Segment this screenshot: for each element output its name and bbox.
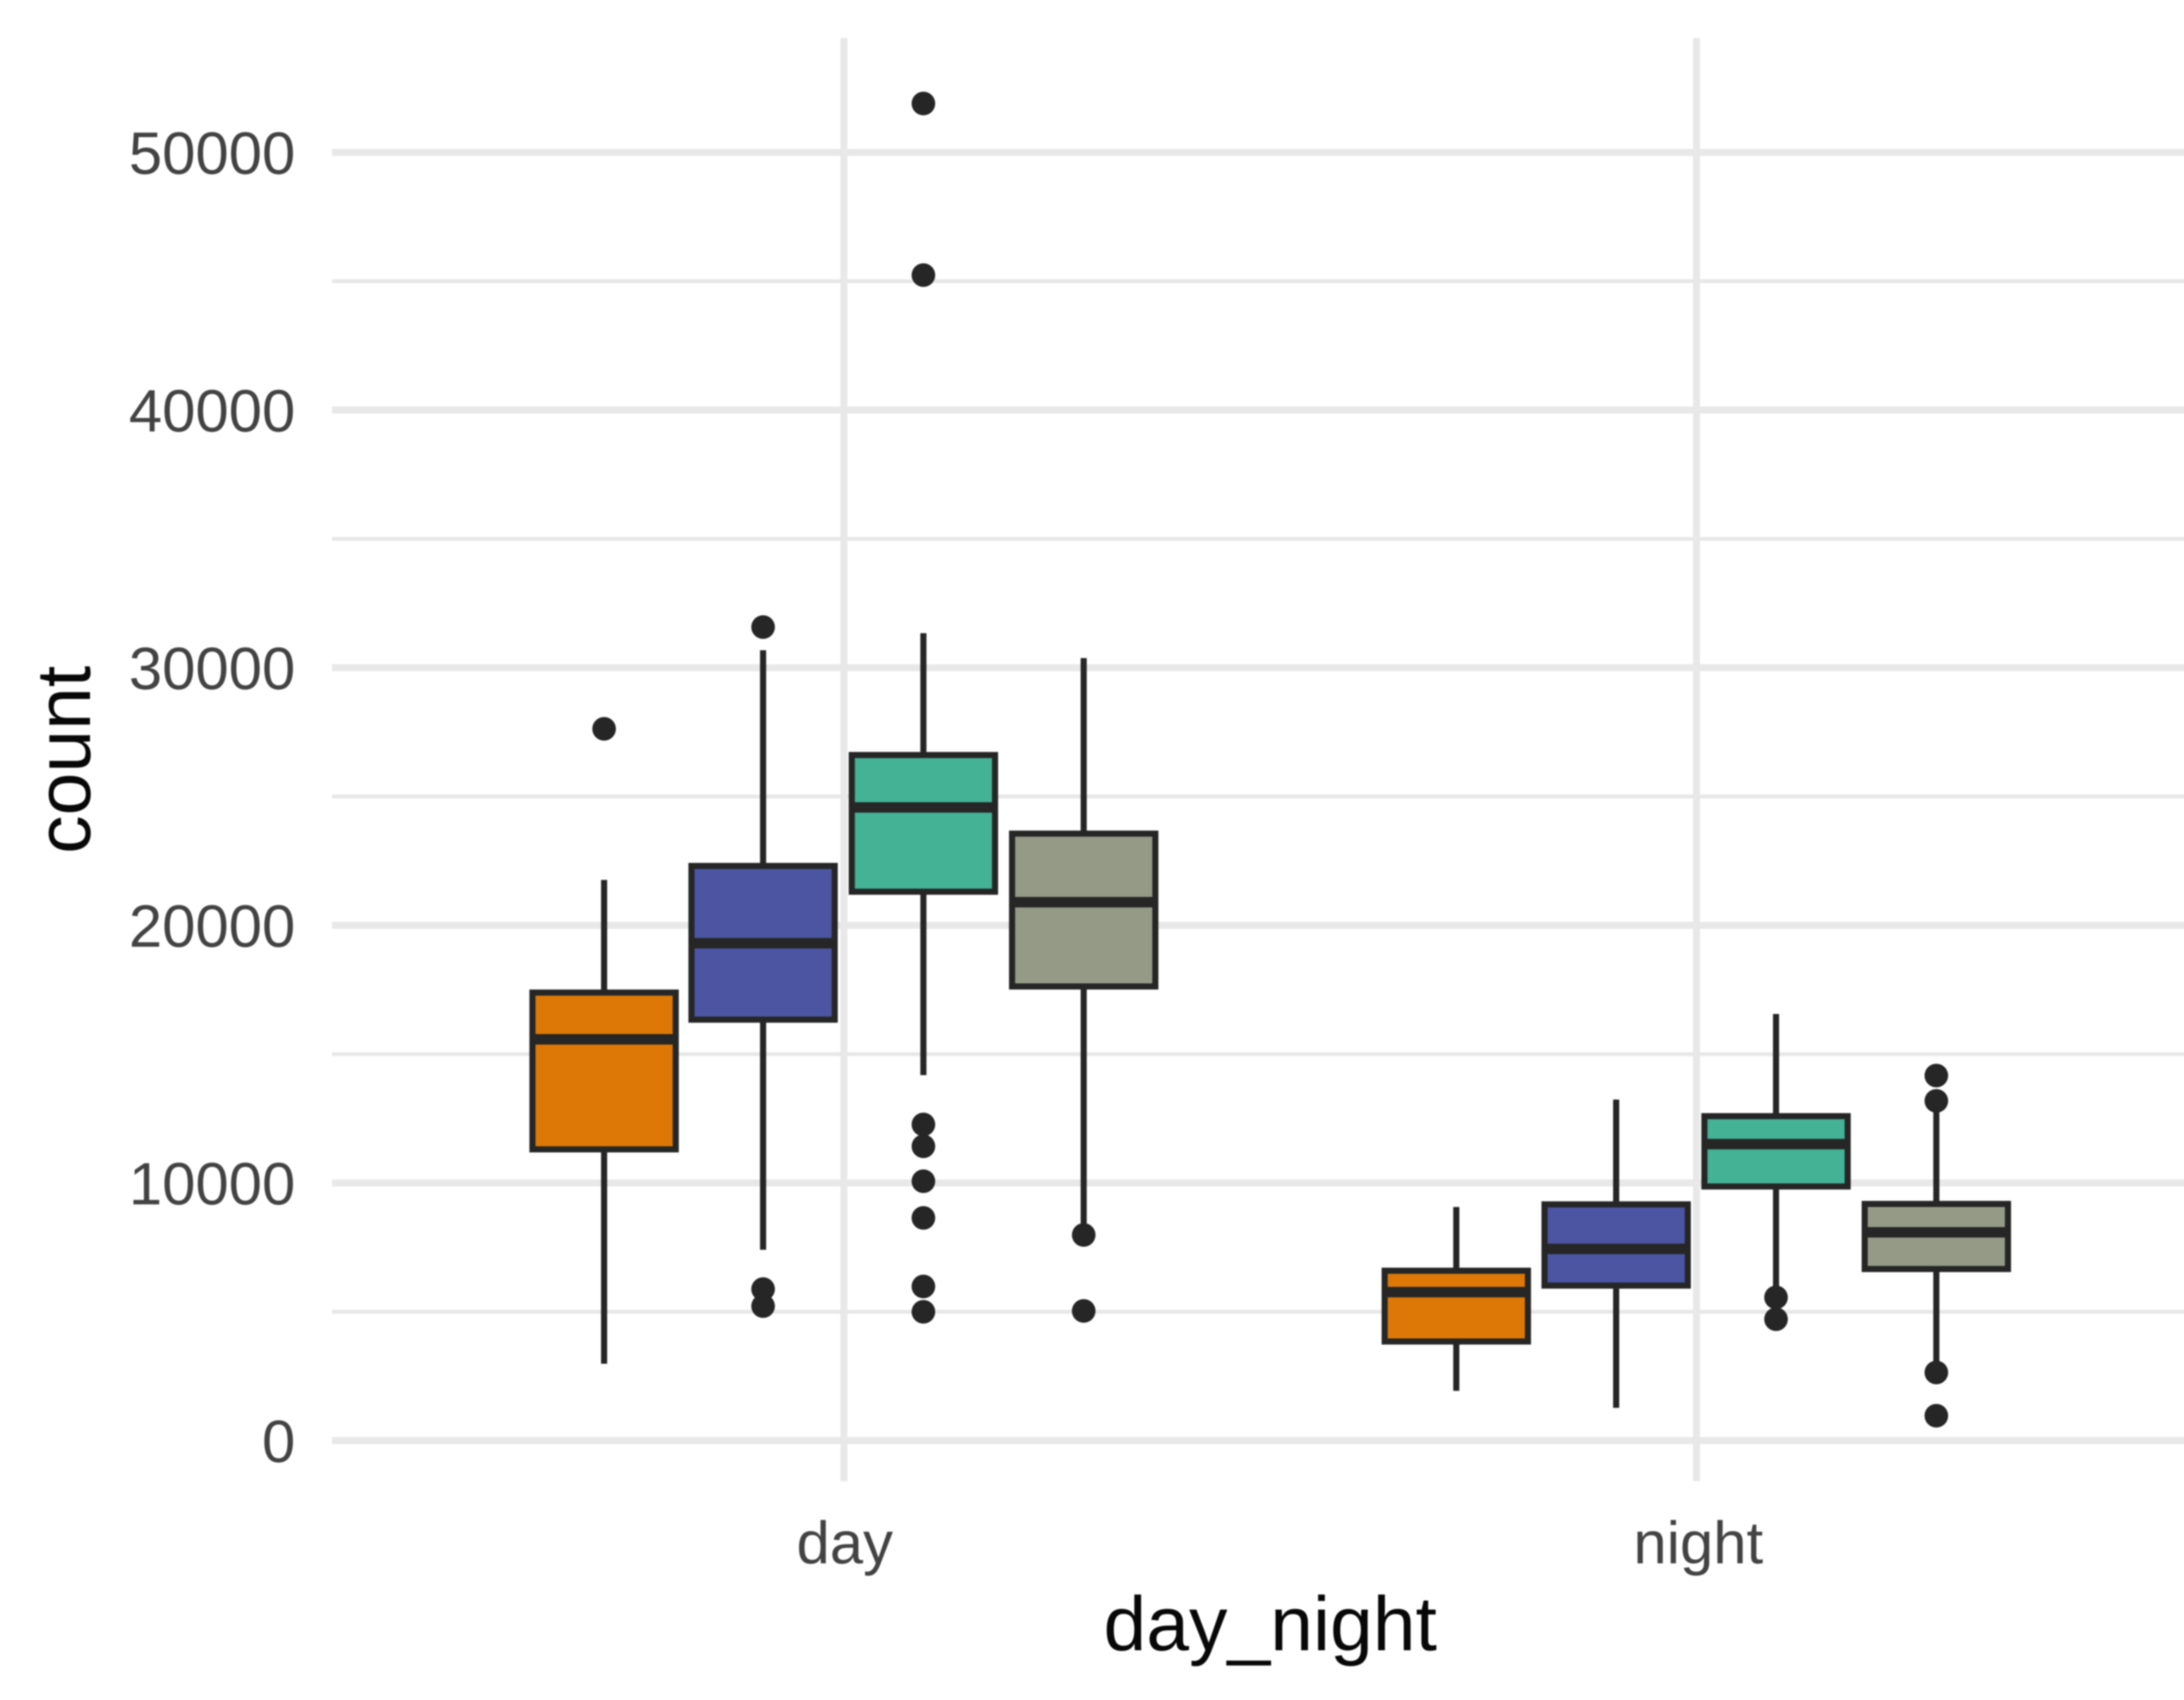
svg-text:0: 0 <box>262 1408 295 1475</box>
svg-text:40000: 40000 <box>129 378 295 445</box>
svg-text:10000: 10000 <box>129 1151 295 1217</box>
svg-text:20000: 20000 <box>129 893 295 960</box>
svg-text:day: day <box>797 1510 893 1576</box>
svg-text:50000: 50000 <box>129 120 295 187</box>
svg-text:30000: 30000 <box>129 635 295 702</box>
svg-text:night: night <box>1633 1510 1763 1576</box>
svg-text:count: count <box>21 666 107 854</box>
svg-text:day_night: day_night <box>1103 1581 1437 1667</box>
